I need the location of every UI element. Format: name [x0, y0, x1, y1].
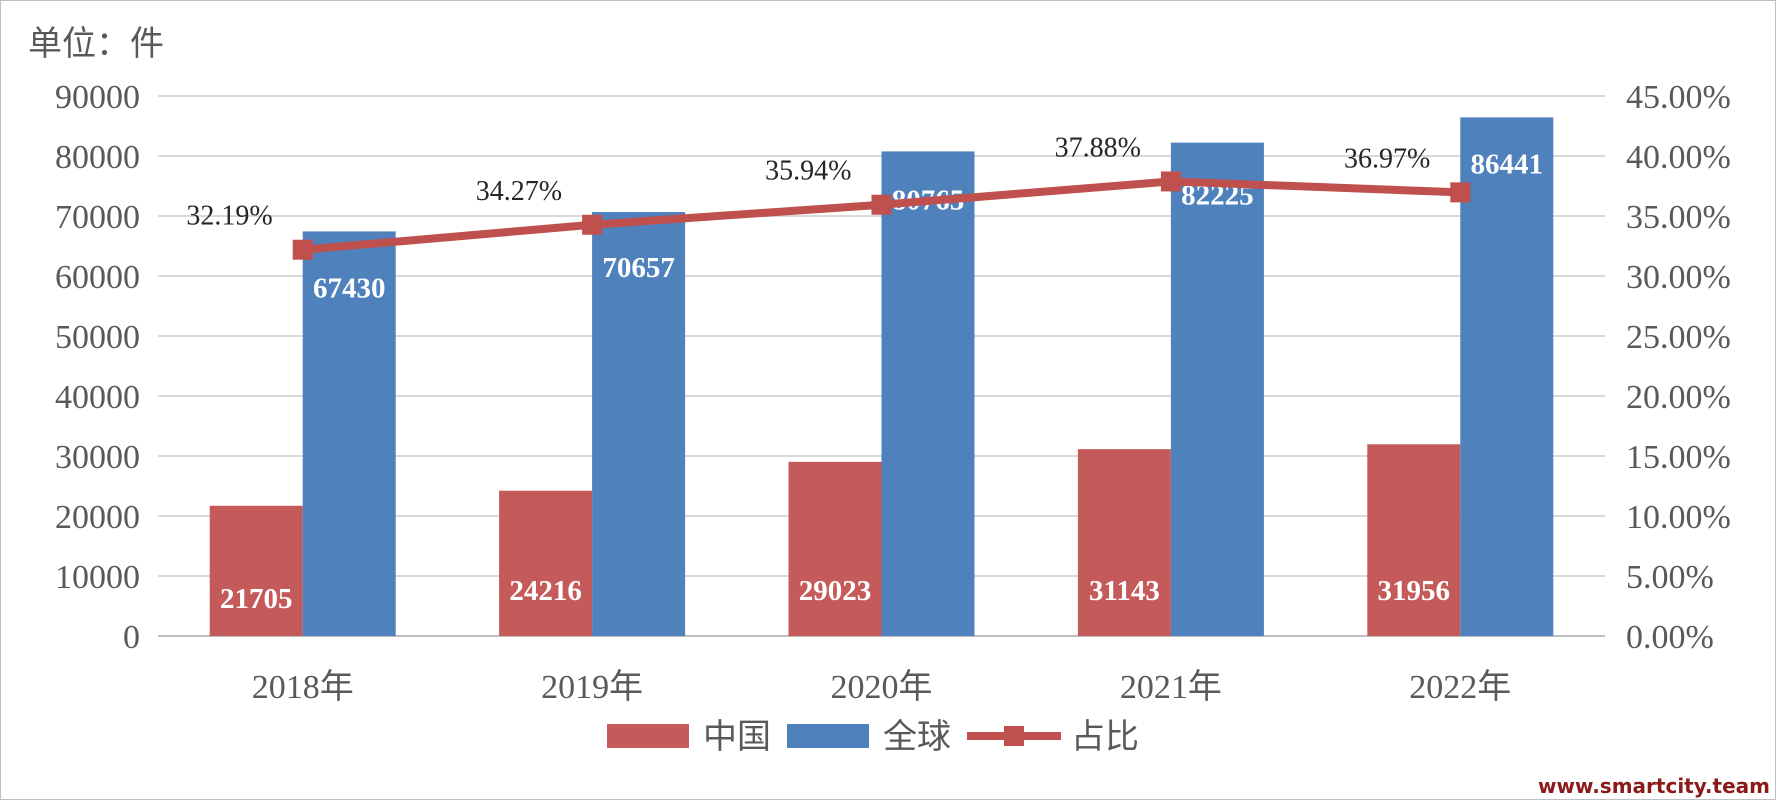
unit-label: 单位：件: [28, 24, 164, 64]
y-left-tick-label: 50000: [55, 319, 140, 356]
y-left-tick-label: 60000: [55, 259, 140, 296]
y-right-tick-label: 20.00%: [1626, 379, 1731, 416]
x-tick-label: 2019年: [541, 668, 643, 706]
y-left-tick-label: 90000: [55, 79, 140, 116]
x-tick-label: 2021年: [1120, 668, 1222, 706]
x-tick-label: 2020年: [831, 668, 933, 706]
legend-global-swatch: [787, 724, 869, 748]
y-right-tick-label: 40.00%: [1626, 139, 1731, 176]
bar-label-china: 29023: [799, 575, 872, 607]
bar-global: [881, 151, 975, 636]
line-marker: [871, 194, 892, 215]
legend-share-label: 占比: [1071, 717, 1139, 757]
bar-label-china: 31956: [1378, 575, 1451, 607]
y-right-tick-label: 35.00%: [1626, 199, 1731, 236]
bar-china: [1367, 444, 1461, 636]
line-marker: [1160, 171, 1181, 192]
bar-china: [1077, 449, 1171, 636]
line-data-label: 34.27%: [476, 176, 562, 207]
bar-label-china: 21705: [220, 583, 293, 615]
legend-china-swatch: [607, 724, 689, 748]
y-left-tick-label: 20000: [55, 499, 140, 536]
bar-label-global: 70657: [602, 252, 675, 284]
y-right-tick-label: 15.00%: [1626, 439, 1731, 476]
bar-global: [592, 212, 686, 637]
bar-china: [788, 461, 882, 636]
bar-label-global: 86441: [1471, 148, 1544, 180]
line-data-label: 32.19%: [186, 201, 272, 232]
bar-global: [302, 231, 396, 637]
y-right-tick-label: 0.00%: [1626, 619, 1714, 656]
y-left-tick-label: 30000: [55, 439, 140, 476]
y-left-tick-label: 10000: [55, 559, 140, 596]
x-tick-label: 2018年: [252, 668, 354, 706]
y-left-tick-label: 70000: [55, 199, 140, 236]
legend-share-marker: [1004, 726, 1024, 746]
y-right-tick-label: 25.00%: [1626, 319, 1731, 356]
bar-label-china: 24216: [509, 575, 582, 607]
bar-label-china: 31143: [1089, 575, 1160, 607]
line-marker: [292, 239, 313, 260]
line-marker: [582, 214, 603, 235]
line-data-label: 36.97%: [1344, 143, 1430, 174]
y-right-tick-label: 45.00%: [1626, 79, 1731, 116]
bar-label-global: 67430: [313, 272, 386, 304]
line-marker: [1450, 182, 1471, 203]
line-data-label: 37.88%: [1055, 132, 1141, 163]
y-left-tick-label: 0: [123, 619, 140, 656]
bar-china: [209, 505, 303, 636]
y-left-tick-label: 40000: [55, 379, 140, 416]
y-left-tick-label: 80000: [55, 139, 140, 176]
y-right-tick-label: 10.00%: [1626, 499, 1731, 536]
legend-china-label: 中国: [703, 717, 771, 757]
bar-global: [1170, 142, 1264, 636]
legend-global-label: 全球: [883, 717, 951, 757]
x-tick-label: 2022年: [1409, 668, 1511, 706]
y-right-tick-label: 30.00%: [1626, 259, 1731, 296]
bar-global: [1460, 117, 1554, 636]
watermark-text: www.smartcity.team: [1538, 774, 1770, 798]
bar-china: [499, 490, 593, 636]
line-data-label: 35.94%: [765, 156, 851, 187]
y-right-tick-label: 5.00%: [1626, 559, 1714, 596]
